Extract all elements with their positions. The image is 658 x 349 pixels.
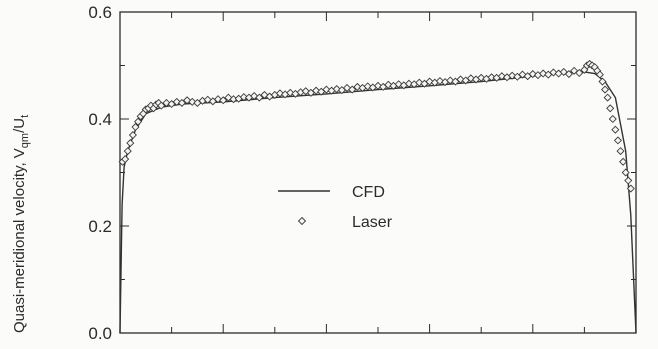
- laser-point: [598, 77, 607, 86]
- laser-point: [172, 97, 181, 106]
- laser-point: [363, 82, 372, 91]
- laser-point: [312, 86, 321, 95]
- laser-point: [616, 147, 625, 156]
- laser-point: [373, 81, 383, 90]
- axes: [119, 11, 637, 334]
- laser-point: [239, 93, 248, 102]
- laser-point: [224, 93, 233, 102]
- series-cfd: [119, 71, 637, 334]
- y-tick-label: 0.6: [88, 3, 112, 22]
- laser-point: [286, 88, 295, 97]
- laser-point: [435, 76, 444, 86]
- legend-laser-marker: [297, 216, 307, 226]
- laser-point: [626, 184, 635, 193]
- laser-point: [157, 101, 166, 110]
- laser-point: [575, 68, 584, 78]
- laser-point: [219, 96, 228, 105]
- y-axis-label-main: Quasi-meridional velocity, V: [11, 148, 28, 333]
- laser-point: [126, 139, 135, 148]
- laser-point: [608, 114, 617, 124]
- laser-point: [348, 85, 357, 94]
- laser-point: [177, 98, 186, 107]
- laser-point: [415, 78, 424, 87]
- laser-point: [549, 68, 558, 77]
- laser-point: [353, 82, 362, 91]
- y-tick-labels: 0.0 0.2 0.4 0.6: [88, 3, 112, 343]
- laser-point: [131, 122, 140, 132]
- laser-point: [603, 93, 612, 102]
- legend: CFD Laser: [278, 184, 393, 231]
- laser-point: [123, 147, 132, 156]
- laser-point: [601, 85, 610, 94]
- laser-point: [188, 97, 197, 106]
- laser-point: [162, 98, 171, 107]
- laser-point: [134, 117, 143, 126]
- laser-point: [613, 136, 622, 145]
- y-axis-label-sub1: qm: [19, 133, 31, 148]
- tick-marks: [120, 11, 636, 334]
- laser-point: [384, 80, 393, 89]
- laser-point: [570, 66, 579, 75]
- laser-point: [121, 155, 130, 164]
- laser-point: [487, 73, 496, 82]
- laser-point: [606, 104, 615, 113]
- laser-point: [275, 89, 284, 98]
- laser-point: [624, 176, 633, 185]
- legend-laser-label: Laser: [352, 214, 393, 231]
- legend-cfd-label: CFD: [352, 184, 385, 201]
- series-laser: [118, 59, 635, 193]
- y-axis-label-sub2: t: [19, 115, 31, 118]
- laser-point: [528, 70, 537, 79]
- laser-point: [539, 69, 548, 78]
- laser-point: [214, 95, 223, 104]
- laser-point: [425, 77, 434, 86]
- laser-point: [332, 85, 341, 94]
- laser-point: [446, 76, 455, 85]
- laser-point: [595, 70, 604, 79]
- plot-frame: [119, 11, 637, 334]
- laser-point: [456, 75, 465, 84]
- y-tick-label: 0.4: [88, 110, 112, 129]
- laser-point: [477, 73, 486, 82]
- laser-point: [322, 85, 331, 94]
- y-tick-label: 0.2: [88, 217, 112, 236]
- laser-point: [255, 93, 264, 102]
- laser-point: [619, 157, 628, 166]
- laser-point: [621, 168, 630, 177]
- laser-point: [404, 79, 413, 88]
- y-tick-label: 0.0: [88, 324, 112, 343]
- laser-point: [203, 95, 212, 104]
- laser-point: [394, 80, 403, 89]
- laser-point: [611, 125, 620, 134]
- laser-point: [559, 67, 568, 76]
- laser-point: [128, 131, 137, 140]
- laser-point: [466, 74, 475, 83]
- laser-point: [508, 71, 517, 80]
- cfd-line: [119, 71, 637, 334]
- laser-point: [497, 72, 506, 81]
- laser-point: [564, 70, 573, 79]
- y-axis-label: Quasi-meridional velocity, Vqm/Ut: [11, 115, 31, 333]
- y-axis-label-mid: /U: [11, 118, 28, 133]
